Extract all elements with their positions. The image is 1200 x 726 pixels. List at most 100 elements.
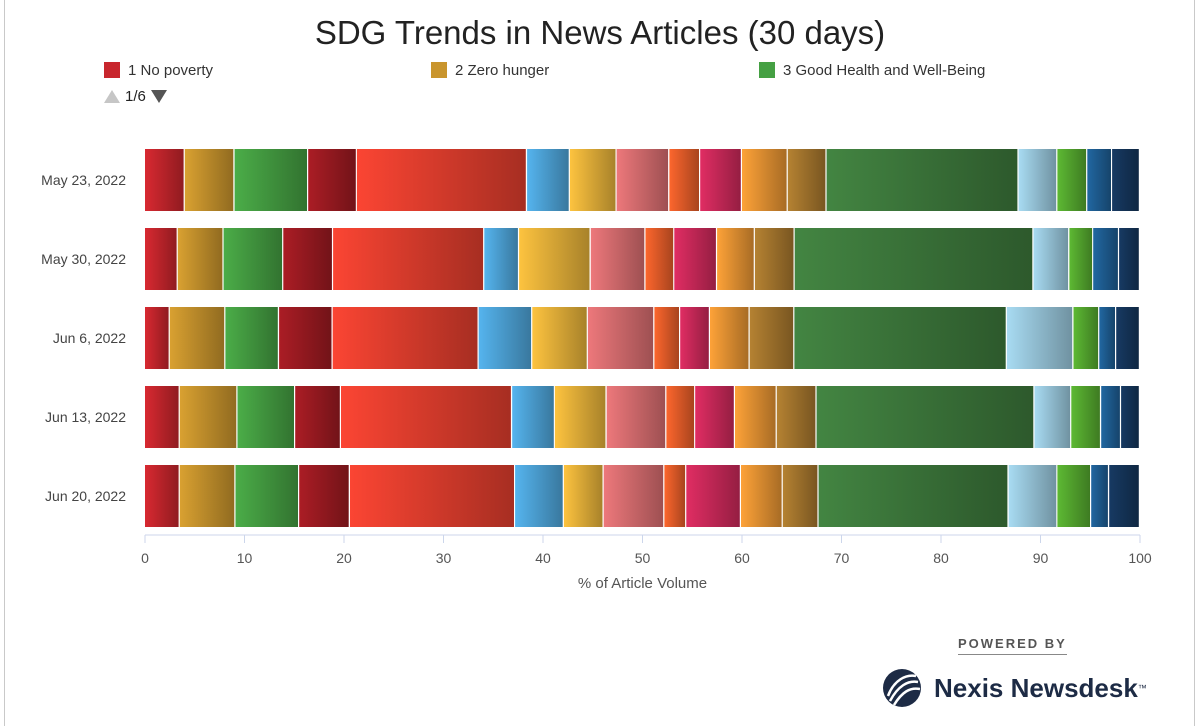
bar-segment[interactable] <box>1116 307 1139 369</box>
legend-item-no-poverty[interactable]: 1 No poverty <box>104 60 213 80</box>
legend-item-zero-hunger[interactable]: 2 Zero hunger <box>431 60 549 80</box>
bar-segment[interactable] <box>1006 307 1073 369</box>
trademark-mark: ™ <box>1137 683 1147 693</box>
bar-segment[interactable] <box>145 307 169 369</box>
bar-segment[interactable] <box>1093 228 1118 290</box>
bar-segment[interactable] <box>527 149 569 211</box>
brand-logo[interactable]: Nexis Newsdesk ™ <box>880 666 1147 710</box>
legend-page-up-icon[interactable] <box>104 90 120 103</box>
bar-segment[interactable] <box>356 149 526 211</box>
bar-segment[interactable] <box>794 228 1033 290</box>
bar-segment[interactable] <box>177 228 223 290</box>
bars-layer <box>145 149 1139 527</box>
legend-page-indicator: 1/6 <box>125 88 146 105</box>
bar-segment[interactable] <box>587 307 654 369</box>
bar-segment[interactable] <box>1071 386 1100 448</box>
bar-segment[interactable] <box>341 386 511 448</box>
bar-segment[interactable] <box>308 149 356 211</box>
bar-segment[interactable] <box>295 386 340 448</box>
bar-segment[interactable] <box>512 386 554 448</box>
bar-segment[interactable] <box>787 149 826 211</box>
bar-segment[interactable] <box>478 307 532 369</box>
bar-segment[interactable] <box>515 465 563 527</box>
bar-segment[interactable] <box>826 149 1018 211</box>
bar-segment[interactable] <box>184 149 234 211</box>
bar-segment[interactable] <box>1119 228 1139 290</box>
bar-segment[interactable] <box>569 149 616 211</box>
bar-segment[interactable] <box>1073 307 1099 369</box>
bar-segment[interactable] <box>1057 149 1087 211</box>
bar-segment[interactable] <box>590 228 645 290</box>
bar-segment[interactable] <box>1109 465 1139 527</box>
bar-segment[interactable] <box>179 465 235 527</box>
bar-segment[interactable] <box>1034 386 1071 448</box>
bar-segment[interactable] <box>664 465 686 527</box>
bar-segment[interactable] <box>145 149 184 211</box>
bar-segment[interactable] <box>333 228 484 290</box>
bar-segment[interactable] <box>816 386 1034 448</box>
bar-segment[interactable] <box>700 149 741 211</box>
bar-segment[interactable] <box>680 307 709 369</box>
bar-segment[interactable] <box>818 465 1008 527</box>
bar-segment[interactable] <box>332 307 478 369</box>
bar-segment[interactable] <box>686 465 740 527</box>
bar-segment[interactable] <box>645 228 674 290</box>
legend-swatch <box>431 62 447 78</box>
bar-segment[interactable] <box>603 465 664 527</box>
bar-segment[interactable] <box>1069 228 1093 290</box>
bar-segment[interactable] <box>237 386 295 448</box>
bar-segment[interactable] <box>606 386 666 448</box>
bar-segment[interactable] <box>717 228 754 290</box>
bar-segment[interactable] <box>1099 307 1115 369</box>
bar-segment[interactable] <box>179 386 237 448</box>
bar-segment[interactable] <box>695 386 734 448</box>
bar-segment[interactable] <box>782 465 818 527</box>
bar-segment[interactable] <box>532 307 587 369</box>
x-tick-label: 60 <box>734 550 750 566</box>
bar-segment[interactable] <box>223 228 283 290</box>
bar-segment[interactable] <box>1121 386 1139 448</box>
bar-segment[interactable] <box>1057 465 1090 527</box>
bar-segment[interactable] <box>234 149 307 211</box>
bar-segment[interactable] <box>674 228 716 290</box>
bar-segment[interactable] <box>145 228 177 290</box>
bar-segment[interactable] <box>654 307 679 369</box>
bar-segment[interactable] <box>519 228 590 290</box>
bar-segment[interactable] <box>283 228 332 290</box>
bar-segment[interactable] <box>669 149 699 211</box>
nexis-globe-icon <box>883 669 921 707</box>
bar-segment[interactable] <box>1087 149 1111 211</box>
bar-segment[interactable] <box>666 386 695 448</box>
bar-segment[interactable] <box>1091 465 1108 527</box>
bar-segment[interactable] <box>299 465 349 527</box>
bar-segment[interactable] <box>169 307 225 369</box>
bar-segment[interactable] <box>484 228 518 290</box>
bar-segment[interactable] <box>710 307 749 369</box>
bar-segment[interactable] <box>235 465 299 527</box>
bar-segment[interactable] <box>741 465 782 527</box>
bar-segment[interactable] <box>776 386 816 448</box>
bar-segment[interactable] <box>279 307 332 369</box>
bar-segment[interactable] <box>1018 149 1057 211</box>
bar-segment[interactable] <box>350 465 514 527</box>
bar-segment[interactable] <box>735 386 776 448</box>
bar-segment[interactable] <box>1112 149 1139 211</box>
bar-segment[interactable] <box>794 307 1006 369</box>
bar-segment[interactable] <box>1008 465 1057 527</box>
bar-segment[interactable] <box>145 465 179 527</box>
bar-segment[interactable] <box>563 465 603 527</box>
bar-segment[interactable] <box>145 386 179 448</box>
bar-segment[interactable] <box>225 307 278 369</box>
bar-segment[interactable] <box>1101 386 1120 448</box>
legend-swatch <box>759 62 775 78</box>
bar-segment[interactable] <box>554 386 606 448</box>
bar-segment[interactable] <box>754 228 794 290</box>
legend-page-down-icon[interactable] <box>150 90 167 103</box>
bar-segment[interactable] <box>616 149 669 211</box>
legend-item-good-health[interactable]: 3 Good Health and Well-Being <box>759 60 985 80</box>
bar-segment[interactable] <box>742 149 787 211</box>
bar-segment[interactable] <box>749 307 794 369</box>
bar-segment[interactable] <box>1033 228 1069 290</box>
y-tick-label: Jun 6, 2022 <box>53 330 126 346</box>
